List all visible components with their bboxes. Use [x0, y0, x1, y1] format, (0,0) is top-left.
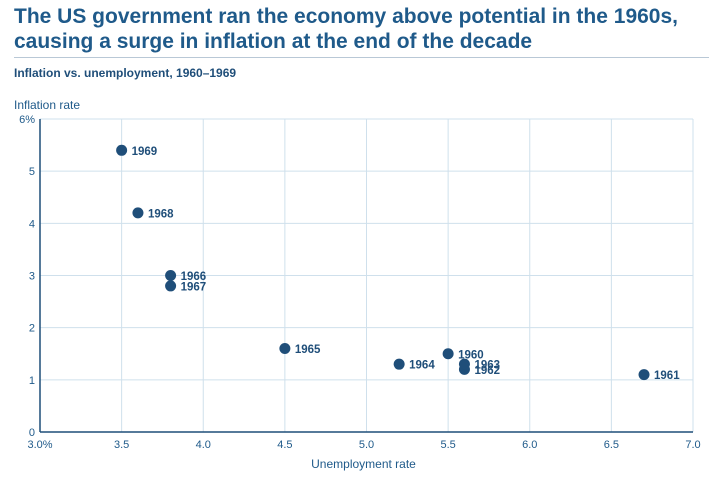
chart-title: The US government ran the economy above …	[14, 5, 678, 53]
y-tick-label: 0	[29, 427, 35, 439]
y-tick-label: 6%	[19, 114, 35, 126]
y-axis-label: Inflation rate	[14, 98, 81, 112]
data-point	[132, 207, 144, 219]
y-tick-label: 2	[29, 323, 35, 335]
x-tick-label: 7.0	[685, 439, 700, 451]
title-divider	[14, 57, 709, 58]
data-point	[279, 343, 291, 355]
x-tick-label: 3.5	[114, 439, 129, 451]
data-point-label: 1960	[458, 349, 484, 361]
x-tick-label: 5.5	[440, 439, 455, 451]
data-point-label: 1964	[409, 360, 435, 372]
data-point	[116, 144, 128, 156]
data-point-label: 1967	[181, 281, 207, 293]
data-point-label: 1963	[474, 360, 500, 372]
data-point-label: 1968	[148, 208, 174, 220]
x-tick-label: 4.0	[196, 439, 211, 451]
y-tick-label: 4	[29, 218, 35, 230]
x-tick-label: 4.5	[277, 439, 292, 451]
data-point	[442, 348, 454, 360]
data-point-label: 1961	[654, 370, 680, 382]
data-point	[165, 280, 177, 292]
x-tick-label: 5.0	[359, 439, 374, 451]
data-point-label: 1966	[181, 271, 207, 283]
x-tick-label: 6.0	[522, 439, 537, 451]
y-tick-label: 5	[29, 166, 35, 178]
x-axis-label: Unemployment rate	[311, 457, 416, 471]
data-point	[638, 369, 650, 381]
x-tick-label: 6.5	[604, 439, 619, 451]
chart-subtitle: Inflation vs. unemployment, 1960–1969	[14, 66, 237, 80]
data-point-label: 1965	[295, 344, 321, 356]
data-point-label: 1962	[474, 365, 500, 377]
y-tick-label: 3	[29, 271, 35, 283]
data-point	[165, 270, 177, 281]
data-point	[458, 358, 470, 370]
data-point	[393, 358, 405, 370]
x-tick-label: 3.0%	[27, 439, 52, 451]
data-point-label: 1969	[132, 146, 158, 158]
y-tick-label: 1	[29, 375, 35, 387]
